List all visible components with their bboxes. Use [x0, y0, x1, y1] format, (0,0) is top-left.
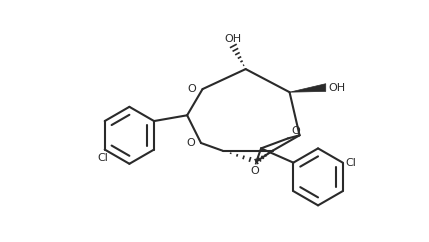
Text: OH: OH	[329, 83, 346, 92]
Text: OH: OH	[225, 34, 242, 45]
Text: O: O	[186, 138, 195, 148]
Text: Cl: Cl	[98, 153, 109, 163]
Polygon shape	[290, 84, 326, 92]
Text: O: O	[187, 84, 196, 94]
Text: O: O	[251, 166, 259, 176]
Text: Cl: Cl	[345, 158, 356, 168]
Text: O: O	[292, 126, 301, 136]
